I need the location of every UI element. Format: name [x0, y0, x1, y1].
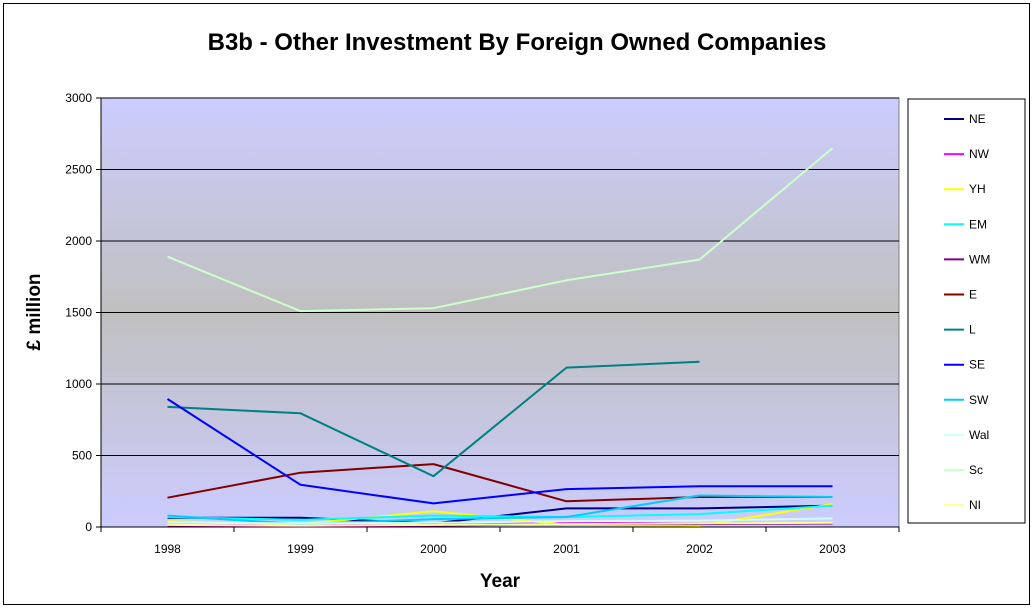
legend-box: [907, 98, 1026, 524]
legend-label-wm: WM: [969, 252, 990, 266]
y-tick-label: 500: [72, 449, 92, 463]
x-axis-title: Year: [480, 571, 521, 592]
chart-title: B3b - Other Investment By Foreign Owned …: [208, 29, 827, 56]
x-tick-label: 2000: [420, 542, 447, 556]
x-tick-label: 1999: [287, 542, 314, 556]
series-line-l: [167, 360, 700, 478]
series-line-sc: [167, 147, 834, 313]
series-line-se: [166, 398, 833, 505]
y-tick-label: 1500: [65, 306, 92, 320]
y-tick-label: 0: [85, 520, 92, 534]
x-tick-label: 2002: [686, 542, 713, 556]
legend-label-nw: NW: [969, 147, 990, 161]
x-tick-label: 2003: [819, 542, 846, 556]
legend-label-yh: YH: [969, 182, 986, 196]
series-line-wal: [167, 517, 833, 525]
x-tick-labels: 1998 1999 2000 2001 2002 2003: [154, 542, 846, 556]
y-tick-label: 2000: [65, 234, 92, 248]
series-line-ni: [167, 521, 833, 527]
y-tick-label: 3000: [65, 91, 92, 105]
legend-label-ne: NE: [969, 112, 986, 126]
y-tick-label: 1000: [65, 377, 92, 391]
legend-label-se: SE: [969, 358, 985, 372]
y-tick-labels: 0 500 1000 1500 2000 2500 3000: [65, 91, 92, 534]
legend-label-l: L: [969, 323, 976, 337]
axes: [96, 97, 900, 532]
series-lines: [166, 147, 834, 528]
legend-label-wal: Wal: [969, 428, 989, 442]
x-tick-label: 2001: [553, 542, 580, 556]
series-line-em: [167, 504, 833, 521]
legend-label-sc: Sc: [969, 463, 983, 477]
y-axis-title: £ million: [24, 273, 45, 350]
series-line-e: [167, 463, 833, 503]
legend-label-ni: NI: [969, 498, 981, 512]
legend-label-em: EM: [969, 217, 987, 231]
y-tick-label: 2500: [65, 163, 92, 177]
legend-label-sw: SW: [969, 393, 989, 407]
legend-label-e: E: [969, 288, 977, 302]
legend: NE NW YH EM WM E L SE SW Wal Sc NI: [944, 112, 990, 512]
gridlines: [101, 97, 899, 456]
x-tick-label: 1998: [154, 542, 181, 556]
